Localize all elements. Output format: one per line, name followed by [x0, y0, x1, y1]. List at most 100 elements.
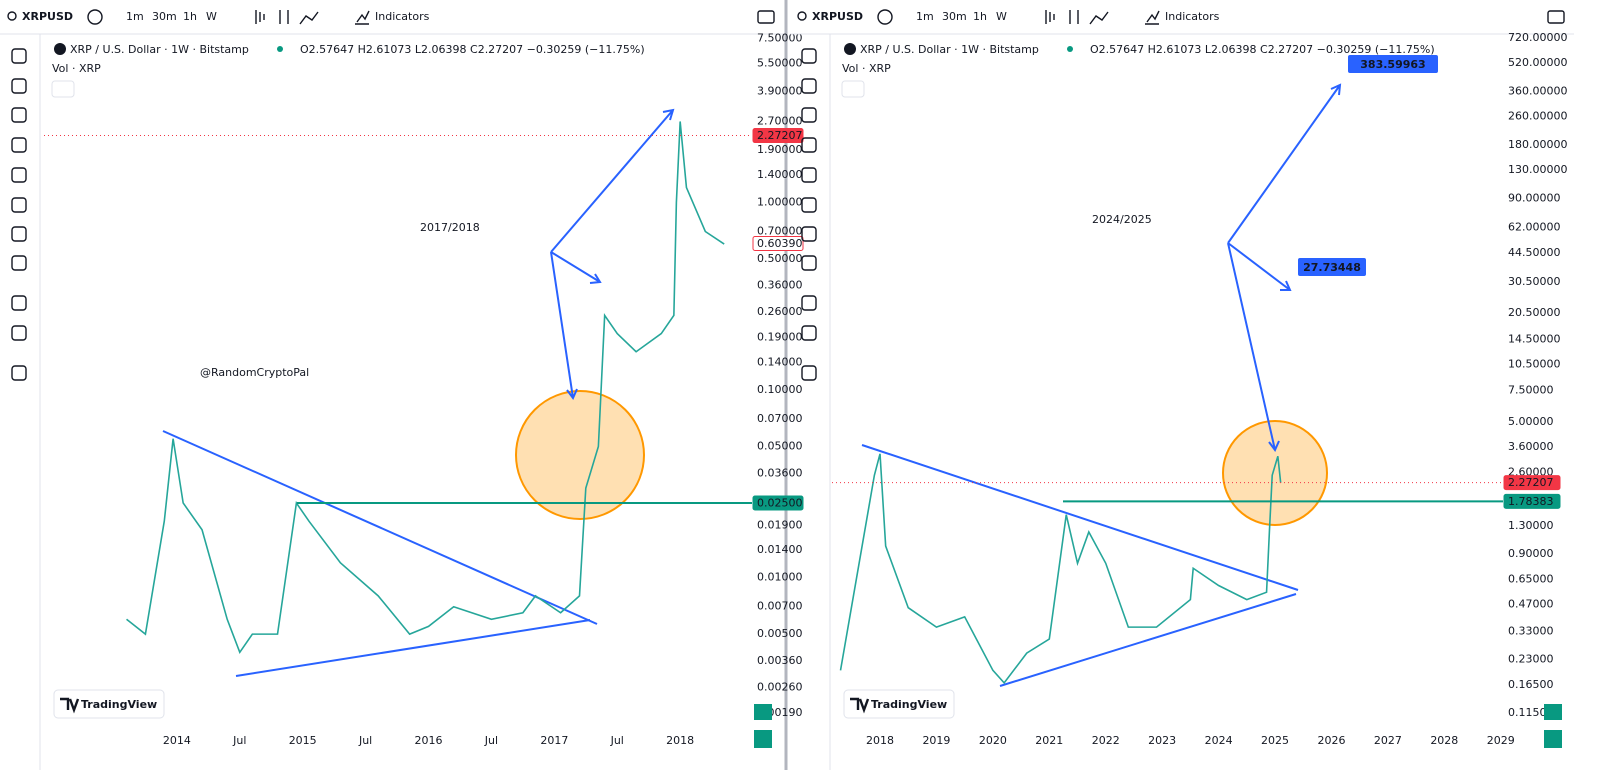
compare-button[interactable] — [87, 9, 103, 25]
x-tick-label: 2019 — [922, 734, 950, 747]
y-tick-label: 62.00000 — [1508, 220, 1561, 233]
price-level-tag — [752, 128, 804, 144]
price-level-tag — [752, 495, 804, 511]
chart-type-icons[interactable] — [1045, 10, 1109, 25]
annotation: @RandomCryptoPal — [200, 366, 309, 379]
tool-button[interactable] — [11, 295, 27, 311]
y-tick-label: 3.90000 — [757, 85, 803, 98]
target-label: 27.73448 — [1303, 261, 1361, 274]
interval-button[interactable]: W — [206, 10, 217, 23]
tool-button[interactable] — [801, 48, 817, 64]
y-tick-label: 0.33000 — [1508, 625, 1554, 638]
x-tick-label: 2027 — [1374, 734, 1402, 747]
x-tick-label: 2029 — [1487, 734, 1515, 747]
chart-type-icons[interactable] — [255, 10, 319, 25]
watermark-logo — [60, 697, 80, 714]
tool-button[interactable] — [11, 226, 27, 242]
tool-button[interactable] — [801, 226, 817, 242]
y-tick-label: 0.01900 — [757, 518, 803, 531]
y-tick-label: 10.50000 — [1508, 357, 1561, 370]
x-tick-label: 2017 — [540, 734, 568, 747]
watermark-box[interactable] — [53, 689, 165, 719]
symbol-logo — [844, 43, 856, 55]
interval-button[interactable]: 30m — [942, 10, 967, 23]
y-tick-label: 0.65000 — [1508, 572, 1554, 585]
interval-button[interactable]: 1h — [183, 10, 197, 23]
symbol[interactable]: XRPUSD — [812, 10, 863, 23]
x-tick-label: 2015 — [289, 734, 317, 747]
tool-button[interactable] — [801, 295, 817, 311]
y-tick-label: 20.50000 — [1508, 306, 1561, 319]
chart-title: XRP / U.S. Dollar · 1W · Bitstamp — [860, 43, 1039, 56]
y-tick-label: 0.07000 — [757, 412, 803, 425]
collapse-button[interactable] — [841, 80, 865, 98]
reset-button[interactable] — [754, 730, 772, 748]
tool-button[interactable] — [801, 107, 817, 123]
x-tick-label: Jul — [484, 734, 498, 747]
y-tick-label: 0.26000 — [757, 305, 803, 318]
tool-button[interactable] — [11, 167, 27, 183]
x-tick-label: 2018 — [666, 734, 694, 747]
snapshot-button[interactable] — [757, 10, 775, 24]
annotation: 2024/2025 — [1092, 213, 1152, 226]
ohlc-values: O2.57647 H2.61073 L2.06398 C2.27207 −0.3… — [1090, 43, 1435, 56]
interval-button[interactable]: 1h — [973, 10, 987, 23]
price-level-tag — [752, 236, 804, 252]
reset-button[interactable] — [1544, 730, 1562, 748]
tool-button[interactable] — [801, 78, 817, 94]
watermark: TradingView — [81, 698, 157, 711]
tool-button[interactable] — [11, 107, 27, 123]
tool-button[interactable] — [11, 197, 27, 213]
interval-button[interactable]: 30m — [152, 10, 177, 23]
x-tick-label: 2020 — [979, 734, 1007, 747]
indicators-icon — [355, 10, 370, 25]
price-level-label: 0.60390 — [757, 237, 803, 250]
tool-button[interactable] — [801, 325, 817, 341]
collapse-button[interactable] — [51, 80, 75, 98]
price-level-label: 0.02500 — [757, 496, 803, 509]
target-label: 383.59963 — [1360, 58, 1425, 71]
tool-button[interactable] — [11, 325, 27, 341]
x-tick-label: 2024 — [1205, 734, 1233, 747]
tool-button[interactable] — [801, 365, 817, 381]
y-tick-label: 260.00000 — [1508, 110, 1568, 123]
watermark: TradingView — [871, 698, 947, 711]
status-dot — [1067, 46, 1073, 52]
interval-button[interactable]: 1m — [126, 10, 144, 23]
y-tick-label: 0.11500 — [1508, 706, 1554, 719]
snapshot-button[interactable] — [1547, 10, 1565, 24]
tool-button[interactable] — [801, 137, 817, 153]
y-tick-label: 7.50000 — [1508, 383, 1554, 396]
y-tick-label: 1.90000 — [757, 143, 803, 156]
ohlc-values: O2.57647 H2.61073 L2.06398 C2.27207 −0.3… — [300, 43, 645, 56]
tool-button[interactable] — [11, 78, 27, 94]
watermark-logo — [850, 697, 870, 714]
compare-button[interactable] — [877, 9, 893, 25]
tool-button[interactable] — [801, 255, 817, 271]
interval-button[interactable]: W — [996, 10, 1007, 23]
x-tick-label: 2021 — [1035, 734, 1063, 747]
y-tick-label: 0.50000 — [757, 252, 803, 265]
y-tick-label: 1.40000 — [757, 168, 803, 181]
price-level-label: 2.27207 — [1508, 476, 1554, 489]
scale-button[interactable] — [1544, 704, 1562, 720]
tool-button[interactable] — [801, 167, 817, 183]
y-tick-label: 0.47000 — [1508, 597, 1554, 610]
symbol[interactable]: XRPUSD — [22, 10, 73, 23]
tool-button[interactable] — [11, 48, 27, 64]
indicators-button[interactable]: Indicators — [375, 10, 430, 23]
tool-button[interactable] — [801, 197, 817, 213]
watermark-box[interactable] — [843, 689, 955, 719]
interval-button[interactable]: 1m — [916, 10, 934, 23]
tool-button[interactable] — [11, 137, 27, 153]
tool-button[interactable] — [11, 365, 27, 381]
drawings-left — [162, 108, 675, 677]
y-tick-label: 360.00000 — [1508, 84, 1568, 97]
status-dot — [277, 46, 283, 52]
price-level-label: 2.27207 — [757, 129, 803, 142]
tool-button[interactable] — [11, 255, 27, 271]
scale-button[interactable] — [754, 704, 772, 720]
indicators-button[interactable]: Indicators — [1165, 10, 1220, 23]
